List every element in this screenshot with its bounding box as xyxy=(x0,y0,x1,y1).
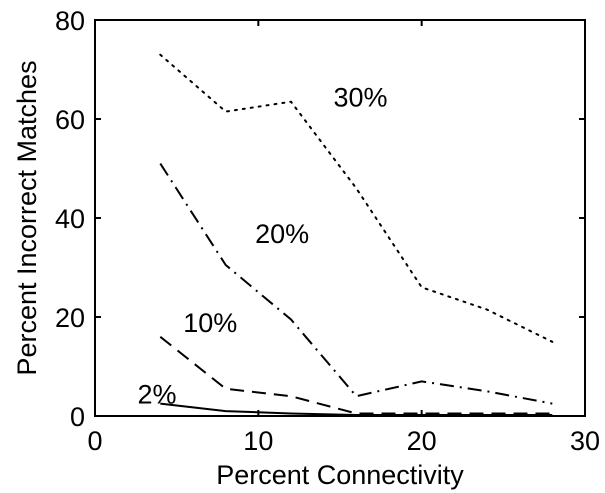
axis-ticks: 0 10 20 30 0 20 40 60 80 xyxy=(55,6,600,456)
series-line-2-pct xyxy=(160,402,553,416)
series-label: 10% xyxy=(183,308,237,338)
y-tick-label: 0 xyxy=(70,402,85,432)
x-tick-label: 10 xyxy=(243,426,273,456)
series-line-20-pct xyxy=(159,163,553,405)
series-line-30-pct xyxy=(159,53,554,343)
series-labels: 30% 20% 10% 2% xyxy=(137,83,387,410)
x-tick-label: 0 xyxy=(87,426,102,456)
series-label: 2% xyxy=(137,380,176,410)
series-line-10-pct xyxy=(159,336,553,415)
series-group xyxy=(159,53,554,416)
x-tick-label: 30 xyxy=(570,426,600,456)
y-tick-label: 40 xyxy=(55,204,85,234)
x-tick-label: 20 xyxy=(407,426,437,456)
y-tick-label: 80 xyxy=(55,6,85,36)
y-axis-label: Percent Incorrect Matches xyxy=(12,60,42,375)
plot-frame xyxy=(94,19,586,417)
x-axis-label: Percent Connectivity xyxy=(216,460,464,490)
y-tick-label: 60 xyxy=(55,105,85,135)
series-label: 30% xyxy=(333,83,387,113)
series-label: 20% xyxy=(255,219,309,249)
y-tick-label: 20 xyxy=(55,303,85,333)
